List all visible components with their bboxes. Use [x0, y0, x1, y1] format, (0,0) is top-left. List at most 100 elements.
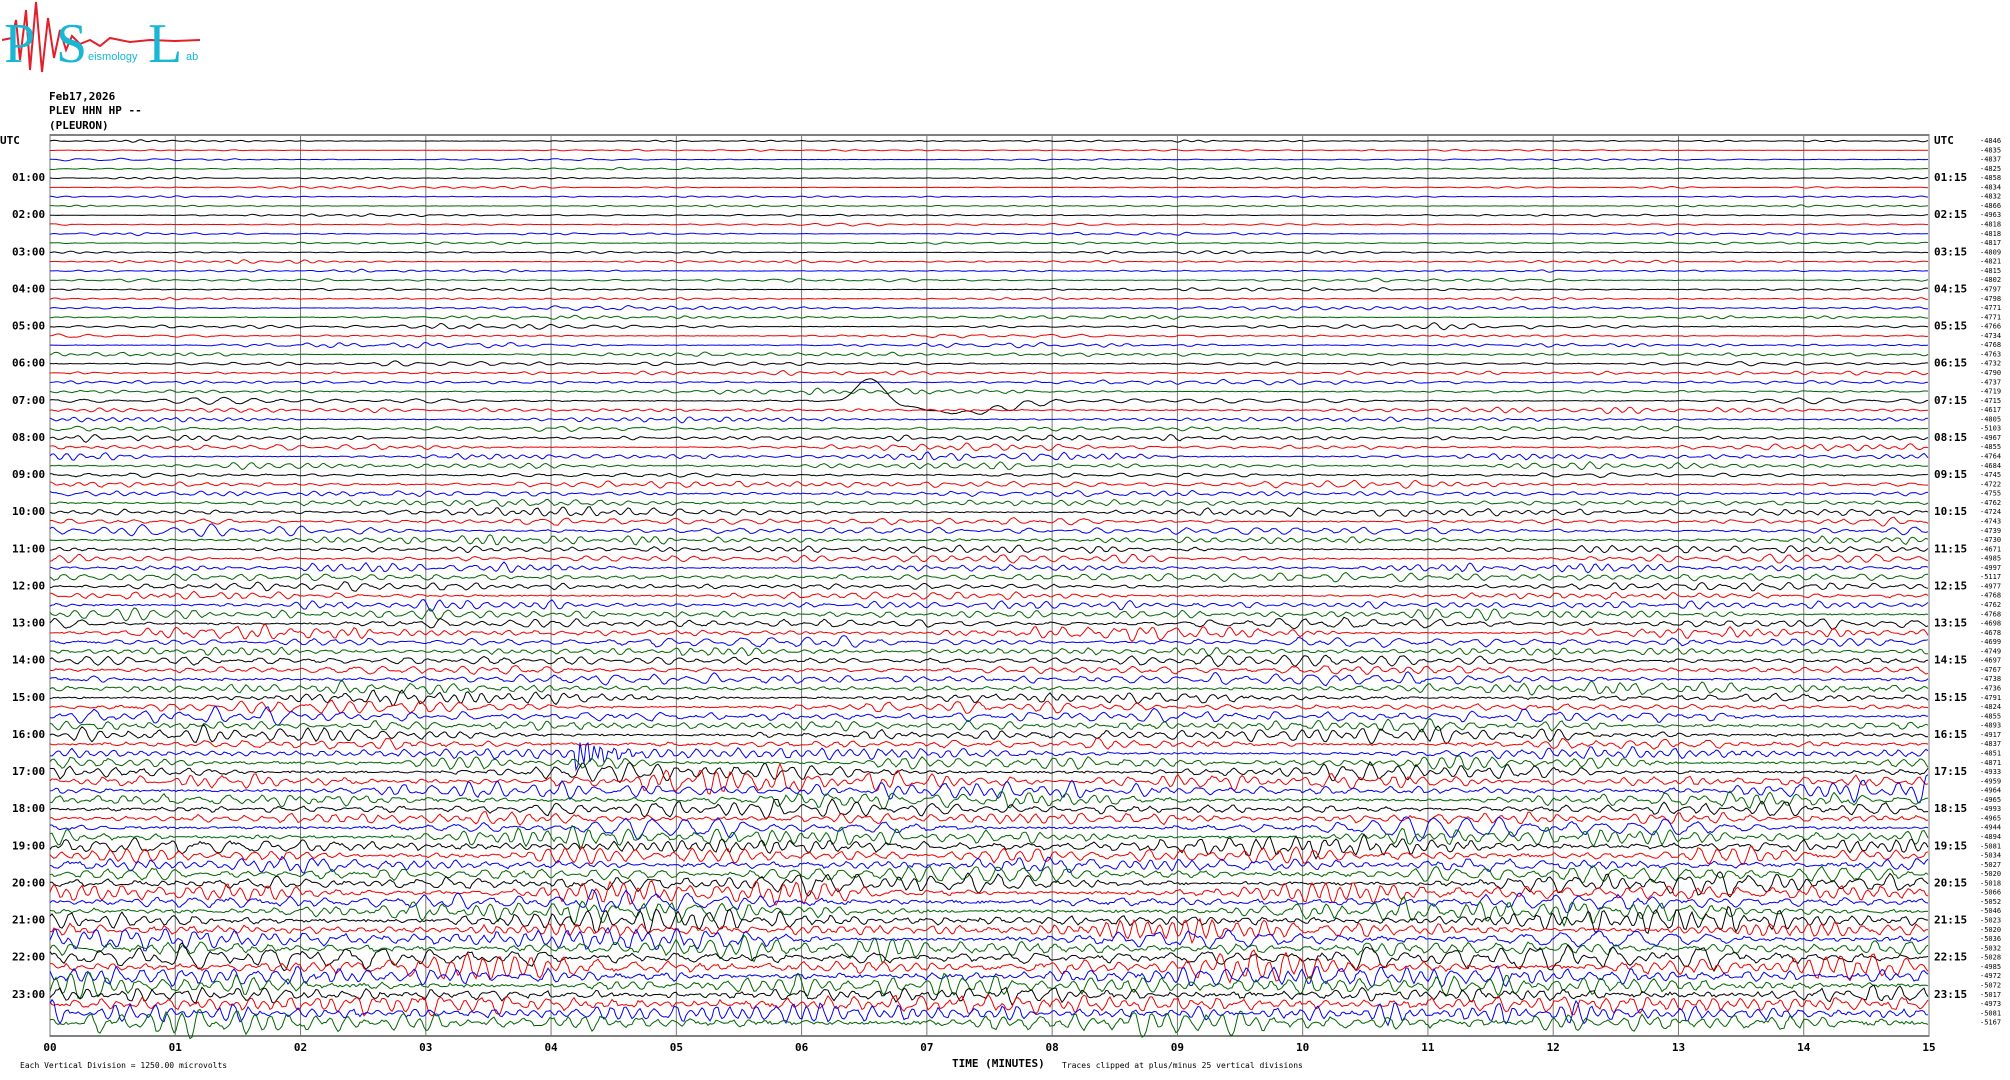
trace	[49, 871, 1929, 898]
row-offset: -4824	[1980, 703, 2001, 711]
trace	[49, 406, 1929, 415]
row-offset: -4917	[1980, 731, 2001, 739]
row-offset: -4893	[1980, 722, 2001, 730]
left-time-label: 21:00	[12, 914, 45, 927]
x-tick-label: 10	[1296, 1041, 1309, 1054]
trace	[49, 895, 1929, 928]
row-offset: -4684	[1980, 462, 2001, 470]
x-tick-label: 09	[1171, 1041, 1184, 1054]
x-tick-label: 05	[670, 1041, 683, 1054]
row-offset: -4722	[1980, 480, 2001, 488]
row-offset: -4697	[1980, 657, 2001, 665]
logo-word: ab	[186, 51, 198, 63]
row-offset: -4837	[1980, 740, 2001, 748]
trace	[49, 880, 1929, 906]
trace	[49, 590, 1929, 600]
left-time-label: 18:00	[12, 802, 45, 815]
trace	[49, 993, 1929, 1017]
trace	[49, 742, 1929, 772]
x-tick-label: 07	[920, 1041, 933, 1054]
logo-wave	[1, 1, 201, 73]
traces	[49, 139, 1929, 1040]
row-offset: -5081	[1980, 842, 2001, 850]
right-time-label: 20:15	[1934, 876, 1967, 889]
row-offset: -5023	[1980, 917, 2001, 925]
row-offset: -4678	[1980, 629, 2001, 637]
trace	[49, 833, 1929, 860]
row-offset: -4815	[1980, 267, 2001, 275]
right-time-label: 14:15	[1934, 654, 1967, 667]
row-offset: -4821	[1980, 258, 2001, 266]
right-time-label: 07:15	[1934, 394, 1967, 407]
row-offset: -4724	[1980, 508, 2001, 516]
right-time-label: 16:15	[1934, 728, 1967, 741]
x-tick-label: 13	[1672, 1041, 1685, 1054]
x-tick-label: 02	[294, 1041, 307, 1054]
row-offset: -4743	[1980, 517, 2001, 525]
logo-letter: L	[148, 13, 182, 75]
right-time-label: 21:15	[1934, 914, 1967, 927]
left-time-label: 12:00	[12, 579, 45, 592]
trace	[49, 506, 1929, 517]
right-time-label: 23:15	[1934, 988, 1967, 1001]
row-offset: -4805	[1980, 415, 2001, 423]
row-offset: -4762	[1980, 601, 2001, 609]
row-offset: -4963	[1980, 211, 2001, 219]
row-offset: -4851	[1980, 749, 2001, 757]
trace	[49, 926, 1929, 952]
row-offset: -4671	[1980, 545, 2001, 553]
right-time-label: 06:15	[1934, 357, 1967, 370]
right-time-label: 08:15	[1934, 431, 1967, 444]
trace	[49, 304, 1929, 311]
row-offset: -4745	[1980, 471, 2001, 479]
x-tick-label: 14	[1797, 1041, 1811, 1054]
scale-note: Each Vertical Division = 1250.00 microvo…	[20, 1061, 227, 1070]
trace	[49, 755, 1929, 771]
row-offset: -4767	[1980, 666, 2001, 674]
trace	[49, 888, 1929, 914]
row-offset: -5117	[1980, 573, 2001, 581]
row-offset: -4837	[1980, 156, 2001, 164]
row-offset: -4768	[1980, 610, 2001, 618]
trace	[49, 489, 1929, 498]
logo-letter: S	[56, 13, 87, 75]
logo-word: eismology	[88, 51, 138, 63]
x-tick-label: 12	[1547, 1041, 1560, 1054]
right-time-label: 15:15	[1934, 691, 1967, 704]
row-offset: -5081	[1980, 1009, 2001, 1017]
row-offset: -4762	[1980, 499, 2001, 507]
row-offset: -5020	[1980, 870, 2001, 878]
row-offset: -4749	[1980, 647, 2001, 655]
right-time-label: 22:15	[1934, 951, 1967, 964]
trace	[49, 498, 1929, 508]
trace	[49, 241, 1929, 246]
trace	[49, 811, 1928, 826]
trace	[49, 664, 1929, 675]
trace	[49, 314, 1929, 320]
trace	[49, 905, 1929, 935]
trace	[49, 790, 1929, 810]
row-offset: -4834	[1980, 183, 2001, 191]
trace	[49, 534, 1929, 546]
row-offset: -4798	[1980, 295, 2001, 303]
row-offset: -4771	[1980, 313, 2001, 321]
left-time-label: 14:00	[12, 654, 45, 667]
row-offset: -4739	[1980, 527, 2001, 535]
row-offset: -4737	[1980, 378, 2001, 386]
right-time-label: 18:15	[1934, 802, 1967, 815]
trace	[49, 516, 1929, 527]
trace	[49, 571, 1929, 583]
row-offset: -4766	[1980, 323, 2001, 331]
left-time-label: 17:00	[12, 765, 45, 778]
row-offset: -4866	[1980, 202, 2001, 210]
trace	[49, 370, 1929, 376]
right-time-label: 10:15	[1934, 505, 1967, 518]
row-offset: -4967	[1980, 434, 2001, 442]
trace	[49, 378, 1929, 386]
trace	[49, 984, 1929, 1006]
row-offset: -4771	[1980, 304, 2001, 312]
trace	[50, 635, 1929, 648]
trace	[49, 322, 1929, 331]
